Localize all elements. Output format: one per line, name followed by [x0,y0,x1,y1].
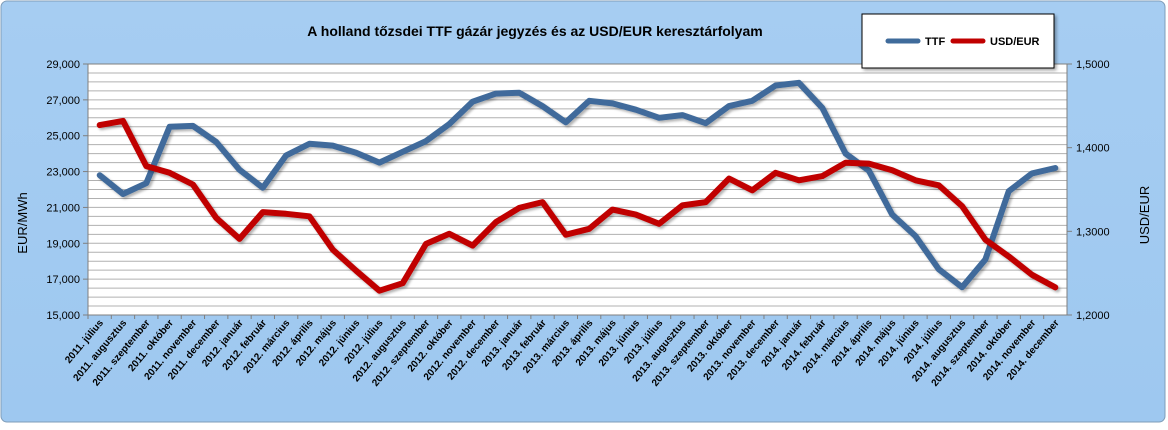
y2-tick-label: 1,5000 [1076,59,1110,71]
y-tick-label: 15,000 [46,310,80,322]
y2-axis-label: USD/EUR [1137,186,1152,245]
y-tick-label: 25,000 [46,131,80,143]
legend-label-ttf: TTF [925,36,945,48]
y-tick-label: 21,000 [46,202,80,214]
y-tick-label: 19,000 [46,238,80,250]
y2-tick-label: 1,4000 [1076,143,1110,155]
legend: TTF USD/EUR [861,13,1055,69]
y-axis-label: EUR/MWh [15,192,30,253]
y-tick-label: 29,000 [46,59,80,71]
y-axis-ticks: 15,000 17,000 19,000 21,000 23,000 25,000 27,0… [46,59,88,322]
chart-title: A holland tőzsdei TTF gázár jegyzés és a… [307,23,762,39]
series-line-ttf [96,79,1059,291]
series-line-usd-eur [96,117,1059,294]
legend-label-usd-eur: USD/EUR [990,36,1040,48]
y-tick-label: 17,000 [46,274,80,286]
grid-lines [88,72,1067,307]
y2-tick-label: 1,3000 [1076,226,1110,238]
y-tick-label: 27,000 [46,95,80,107]
y2-axis-ticks: 1,2000 1,3000 1,4000 1,5000 [1067,59,1110,322]
y-tick-label: 23,000 [46,167,80,179]
y2-tick-label: 1,2000 [1076,310,1110,322]
series-lines [96,79,1059,294]
